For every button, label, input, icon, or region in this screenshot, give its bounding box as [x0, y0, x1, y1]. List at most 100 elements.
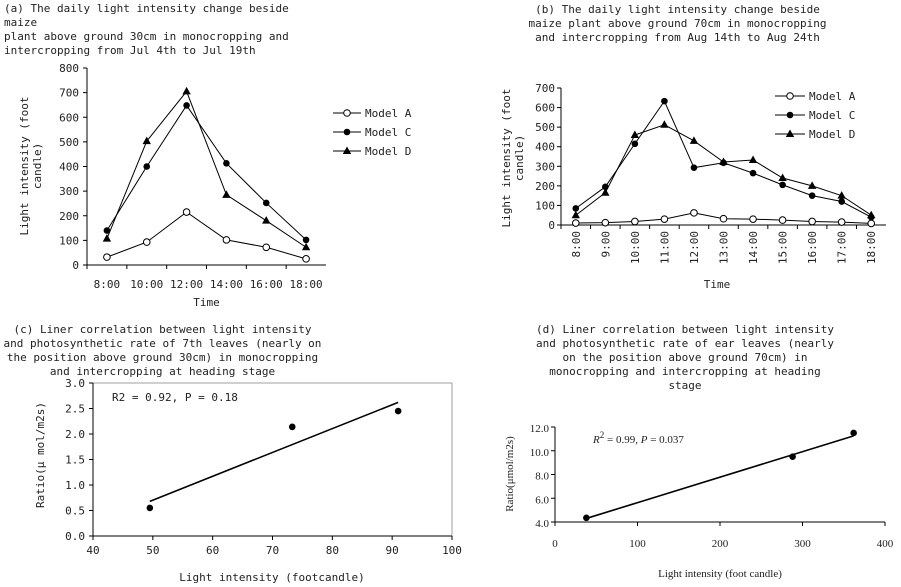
chart-b-x-tick-label: 11:00	[658, 231, 671, 264]
chart-c-x-tick-label: 50	[146, 544, 159, 557]
chart-d-annotation-p: P	[640, 434, 648, 446]
chart-b-x-label: Time	[704, 278, 731, 291]
chart-b-y-tick-label: 0	[548, 219, 555, 232]
chart-d-x-label: Light intensity (foot candle)	[658, 568, 782, 580]
chart-a-y-tick-label: 100	[59, 234, 79, 247]
chart-b-series-2-point	[748, 155, 758, 164]
chart-b-x-tick-label: 12:00	[688, 231, 701, 264]
chart-d-y-tick-label: 6.0	[535, 494, 549, 506]
chart-b-series-0-point	[808, 217, 816, 226]
chart-b-legend-label: Model D	[809, 128, 855, 141]
chart-b-series-2-point	[778, 173, 787, 182]
chart-b-x-tick-label: 13:00	[718, 231, 731, 264]
chart-a-legend-marker	[342, 146, 352, 154]
chart-c-y-tick-label: 1.5	[65, 454, 85, 467]
chart-d-point	[583, 514, 590, 522]
chart-d-annotation-sup: 2	[600, 430, 605, 440]
chart-c-x-tick-label: 80	[326, 544, 339, 557]
chart-b-y-tick-label: 300	[535, 160, 555, 173]
chart-c-y-tick-label: 1.0	[65, 479, 85, 492]
chart-a-series-2-point	[182, 86, 191, 95]
chart-a-x-tick-label: 12:00	[170, 278, 203, 291]
chart-a-x-tick-label: 8:00	[94, 278, 121, 291]
chart-a-series-1-point	[262, 199, 270, 207]
chart-c-trendline	[149, 401, 399, 503]
chart-b-x-tick-label: 18:00	[865, 231, 878, 264]
chart-d-y-tick-label: 12.0	[530, 423, 550, 435]
chart-b-series-2-point	[630, 130, 640, 138]
chart-a-series-0-point	[103, 253, 111, 261]
chart-d-x-tick-label: 300	[794, 538, 811, 550]
chart-a-series-1-point	[183, 102, 190, 109]
chart-b-series-1-point	[808, 192, 816, 199]
chart-a-series-1-point	[103, 227, 111, 234]
chart-b-y-label-line: candle)	[513, 135, 526, 181]
chart-b-series-0-point	[571, 219, 580, 227]
chart-a-series-2-point	[142, 136, 151, 145]
chart-d-annotation-r: R	[592, 434, 600, 446]
chart-b-x-tick-label: 15:00	[777, 231, 790, 264]
chart-a-series-2-point	[102, 234, 112, 242]
chart-a-y-tick-label: 400	[59, 161, 79, 174]
chart-c-x-tick-label: 100	[442, 544, 462, 557]
chart-d-annotation: R2 = 0.99, P = 0.037	[592, 430, 684, 446]
chart-b-series-0-point	[660, 215, 669, 223]
chart-b-y-tick-label: 500	[535, 121, 555, 134]
chart-b-series-1-point	[779, 181, 786, 189]
chart-b-series-2-point	[807, 181, 817, 189]
chart-b-series-2-point	[719, 157, 728, 165]
chart-a-series-1-line	[106, 104, 307, 241]
chart-b-x-tick-label: 14:00	[747, 231, 760, 264]
chart-a-y-tick-label: 500	[59, 136, 79, 149]
chart-c-point	[394, 407, 402, 415]
chart-d-point	[789, 453, 796, 460]
chart-b-y-label: Light intensity (foot candle)	[500, 88, 526, 227]
chart-c-y-tick-label: 0.5	[65, 505, 85, 518]
chart-d-trendline	[586, 435, 854, 520]
chart-b-y-tick-label: 400	[535, 141, 555, 154]
chart-c-y-tick-label: 2.5	[65, 403, 85, 416]
chart-a-y-label-line: candle)	[31, 143, 44, 189]
chart-c-x-tick-label: 60	[206, 544, 219, 557]
chart-b-series-1-point	[838, 198, 845, 205]
chart-a-series-2-line	[106, 90, 307, 248]
chart-a-series-0-point	[142, 238, 151, 246]
chart-a-series-0-point	[262, 243, 271, 252]
chart-c-x-tick-label: 70	[266, 544, 279, 557]
chart-a-y-tick-label: 600	[59, 111, 79, 124]
chart-c-x-tick-label: 90	[386, 544, 399, 557]
chart-a-series-0-point	[182, 208, 191, 216]
chart-a-legend-marker	[343, 128, 351, 136]
chart-a-y-tick-label: 800	[59, 62, 79, 75]
chart-b-series-0-point	[749, 215, 757, 223]
chart-c-point	[146, 504, 154, 512]
chart-a-series-0-point	[222, 236, 231, 244]
chart-a-x-tick-label: 14:00	[210, 278, 243, 291]
chart-d-y-label: Ratio(μmol/m2s)	[504, 436, 516, 512]
chart-c-plot-frame	[92, 382, 453, 537]
chart-b-x-tick-label: 8:00	[570, 231, 583, 258]
chart-a-series-1-point	[223, 159, 230, 167]
chart-b-legend-label: Model C	[809, 109, 855, 122]
chart-c-x-tick-label: 40	[86, 544, 99, 557]
chart-a-series-2-point	[301, 242, 311, 251]
chart-b-y-tick-label: 700	[535, 82, 555, 95]
chart-d-annotation-pval: = 0.037	[647, 434, 684, 446]
chart-a-y-tick-label: 700	[59, 87, 79, 100]
chart-d-annotation-rest: = 0.99,	[604, 434, 640, 446]
chart-a-legend-marker	[343, 109, 351, 117]
chart-a-x-tick-label: 18:00	[290, 278, 323, 291]
chart-c-y-label: Ratio(μ mol/m2s)	[34, 402, 47, 508]
chart-b-series-1-point	[631, 140, 639, 148]
chart-b-title: (b) The daily light intensity change bes…	[528, 3, 827, 44]
chart-c-y-tick-label: 0.0	[65, 530, 85, 543]
chart-b-legend-label: Model A	[809, 90, 856, 103]
chart-a-y-tick-label: 300	[59, 185, 79, 198]
chart-b-series-1-point	[749, 169, 757, 177]
chart-c-x-label: Light intensity (footcandle)	[179, 571, 364, 584]
chart-b-series-0-point	[837, 218, 846, 226]
chart-a-series-0-point	[302, 255, 310, 263]
chart-a-y-tick-label: 0	[72, 259, 79, 272]
chart-b-series-2-point	[660, 120, 669, 128]
chart-b-y-label-line: Light intensity (foot	[500, 88, 513, 227]
